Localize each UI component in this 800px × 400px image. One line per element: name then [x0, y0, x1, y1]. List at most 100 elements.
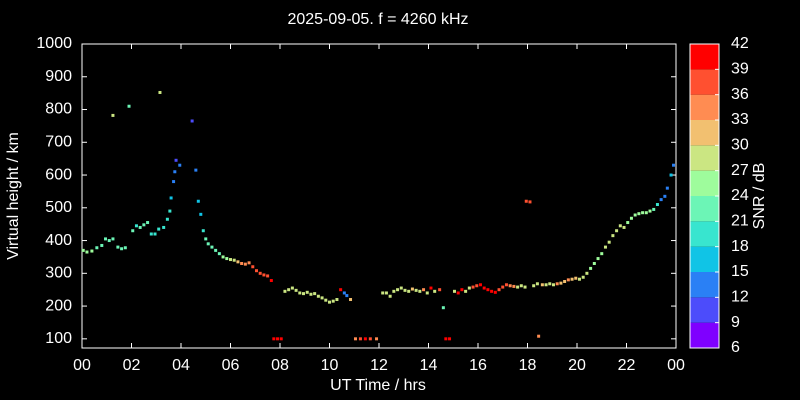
colorbar-segment [690, 120, 719, 146]
data-point [592, 261, 596, 265]
data-point [316, 294, 320, 298]
data-point [221, 255, 225, 259]
data-point [501, 285, 505, 289]
data-point [168, 209, 172, 213]
data-point [629, 216, 633, 220]
data-point [644, 211, 648, 215]
data-point [384, 291, 388, 295]
data-point [353, 337, 357, 341]
data-point [81, 248, 85, 252]
data-point [165, 217, 169, 221]
data-point [363, 337, 367, 341]
data-point [149, 232, 153, 236]
data-point [142, 223, 146, 227]
data-point [196, 199, 200, 203]
data-point [659, 198, 663, 202]
data-point [127, 104, 131, 108]
data-point [309, 292, 313, 296]
data-point [482, 286, 486, 290]
data-point [456, 291, 460, 295]
data-point [328, 300, 331, 304]
data-point [551, 283, 555, 287]
y-tick-label: 900 [45, 68, 72, 85]
data-point [429, 286, 433, 290]
data-point [157, 227, 161, 231]
data-point [131, 229, 135, 233]
data-point [512, 284, 516, 288]
y-tick-label: 300 [45, 265, 72, 282]
data-point [174, 158, 178, 162]
data-point [262, 273, 266, 277]
data-point [633, 213, 637, 217]
colorbar-tick-label: 21 [731, 213, 749, 230]
data-point [486, 288, 490, 292]
x-axis-label: UT Time / hrs [330, 377, 426, 394]
data-point [663, 194, 667, 198]
data-point [358, 337, 362, 341]
data-point [585, 271, 589, 275]
colorbar-tick-label: 39 [731, 61, 749, 78]
data-point [460, 288, 464, 292]
data-point [648, 209, 652, 213]
data-point [641, 211, 645, 215]
data-point [471, 285, 475, 289]
data-point [497, 288, 501, 292]
data-point [672, 163, 676, 167]
data-point [298, 291, 302, 295]
y-tick-label: 600 [45, 166, 72, 183]
colorbar-tick-label: 18 [731, 238, 749, 255]
data-point [537, 334, 541, 338]
data-point [107, 239, 111, 243]
x-tick-label: 10 [321, 357, 339, 374]
colorbar-tick-label: 27 [731, 162, 749, 179]
colorbar-segment [690, 272, 719, 298]
data-point [478, 283, 482, 287]
data-point [178, 163, 182, 167]
data-point [368, 337, 372, 341]
x-tick-label: 00 [667, 357, 685, 374]
data-point [452, 289, 456, 293]
data-point [158, 90, 162, 94]
x-tick-label: 16 [469, 357, 487, 374]
data-point [535, 282, 539, 286]
colorbar-tick-label: 9 [731, 314, 740, 331]
colorbar-segment [690, 44, 719, 70]
x-tick-label: 06 [222, 357, 240, 374]
y-tick-label: 1000 [36, 35, 72, 52]
data-point [190, 119, 194, 123]
data-point [425, 291, 429, 295]
data-point [433, 289, 437, 293]
data-point [581, 275, 585, 279]
data-point [138, 225, 142, 229]
data-point [251, 265, 255, 269]
data-point [199, 212, 203, 216]
data-point [290, 286, 294, 290]
data-point [162, 225, 166, 229]
x-tick-label: 02 [123, 357, 141, 374]
data-point [305, 290, 309, 294]
data-point [100, 243, 104, 247]
data-point [524, 199, 528, 203]
data-point [240, 261, 244, 265]
data-point [418, 289, 422, 293]
colorbar-segment [690, 322, 719, 348]
data-point [475, 284, 479, 288]
data-point [146, 221, 150, 225]
data-point [467, 286, 471, 290]
x-tick-label: 20 [568, 357, 586, 374]
plot-frame [81, 43, 677, 349]
colorbar-segment [690, 246, 719, 272]
data-point [349, 298, 353, 302]
data-point [519, 284, 523, 288]
data-point [254, 269, 258, 273]
data-point [410, 287, 414, 291]
data-point [95, 246, 99, 250]
data-point [622, 225, 626, 229]
data-point [388, 294, 392, 298]
data-point [123, 246, 127, 250]
colorbar-tick-label: 24 [731, 187, 749, 204]
data-point [339, 288, 343, 292]
data-point [669, 173, 673, 177]
data-point [335, 298, 339, 302]
